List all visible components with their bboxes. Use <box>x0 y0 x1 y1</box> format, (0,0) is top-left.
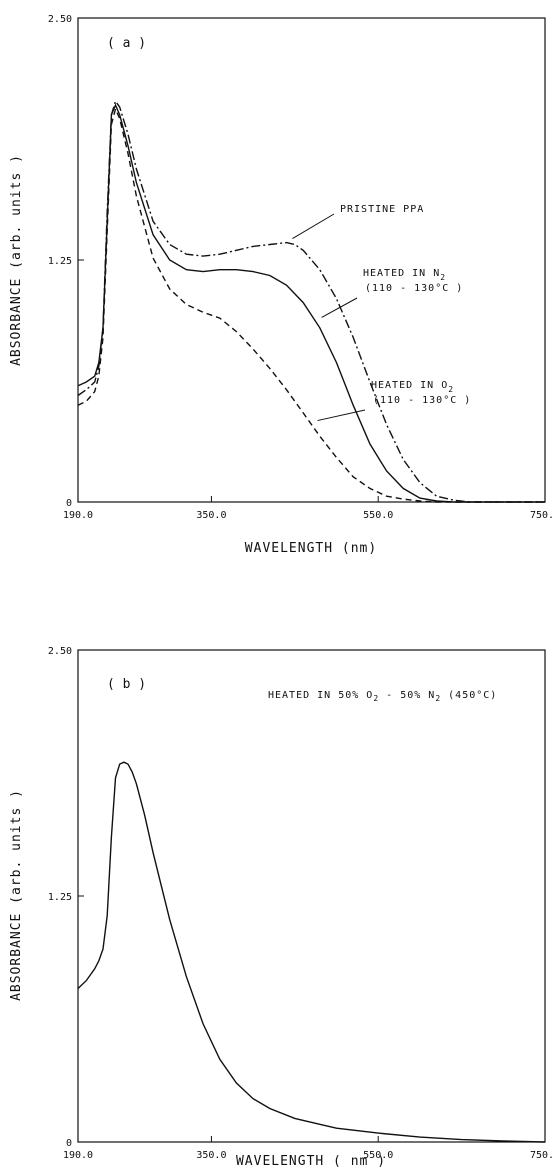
x-ticks-b: 190.0 350.0 550.0 750.0 <box>63 1136 553 1161</box>
annotation-label: HEATED IN 50% O2 - 50% N2 (450°C) <box>268 690 497 703</box>
curves-a <box>77 99 545 503</box>
annotation-label: HEATED IN O2 <box>371 380 454 394</box>
annotation-leader <box>317 409 366 422</box>
x-tick-label: 350.0 <box>196 1150 226 1161</box>
series-line-2 <box>77 103 545 503</box>
series-line-1 <box>77 99 545 503</box>
x-tick-label: 550.0 <box>363 510 393 521</box>
panel-label-b: ( b ) <box>107 677 146 692</box>
x-ticks-a: 190.0 350.0 550.0 750.0 <box>63 496 553 521</box>
annotation-sub-label: (110 - 130°C ) <box>365 283 463 294</box>
x-axis-title-b: WAVELENGTH ( nm ) <box>236 1154 386 1169</box>
annotation-label: PRISTINE PPA <box>340 204 424 215</box>
y-axis-title-a: ABSORBANCE (arb. units ) <box>9 154 24 366</box>
panel-a: ( a ) 0 1.25 2.50 190.0 350.0 550.0 750.0 PRI… <box>9 14 553 556</box>
y-tick-label: 0 <box>66 498 72 509</box>
y-ticks-b: 0 1.25 2.50 <box>48 646 84 1149</box>
series-line-1 <box>77 761 546 1143</box>
y-tick-label: 0 <box>66 1138 72 1149</box>
curves-b <box>77 761 546 1143</box>
panel-b: ( b ) 0 1.25 2.50 190.0 350.0 550.0 750.0 HEA… <box>9 646 553 1169</box>
x-tick-label: 750.0 <box>530 1150 553 1161</box>
y-tick-label: 2.50 <box>48 14 72 25</box>
x-tick-label: 750.0 <box>530 510 553 521</box>
y-tick-label: 1.25 <box>48 256 72 267</box>
annotation-sub-label: (110 - 130°C ) <box>373 395 471 406</box>
x-axis-title-a: WAVELENGTH (nm) <box>245 541 377 556</box>
y-axis-title-b: ABSORBANCE (arb. units ) <box>9 789 24 1001</box>
y-tick-label: 2.50 <box>48 646 72 657</box>
annotations-b: HEATED IN 50% O2 - 50% N2 (450°C) <box>268 690 497 703</box>
plot-frame-a <box>77 17 546 503</box>
annotation-label: HEATED IN N2 <box>363 268 446 282</box>
y-tick-label: 1.25 <box>48 892 72 903</box>
panel-label-a: ( a ) <box>107 36 146 51</box>
x-tick-label: 190.0 <box>63 1150 93 1161</box>
y-ticks-a: 0 1.25 2.50 <box>48 14 84 509</box>
x-tick-label: 190.0 <box>63 510 93 521</box>
annotation-leader <box>292 213 335 240</box>
x-tick-label: 350.0 <box>196 510 226 521</box>
annotation-leader <box>321 297 358 318</box>
series-line-3 <box>77 106 545 503</box>
x-tick-label: 550.0 <box>363 1150 393 1161</box>
plot-frame-b <box>77 649 546 1143</box>
